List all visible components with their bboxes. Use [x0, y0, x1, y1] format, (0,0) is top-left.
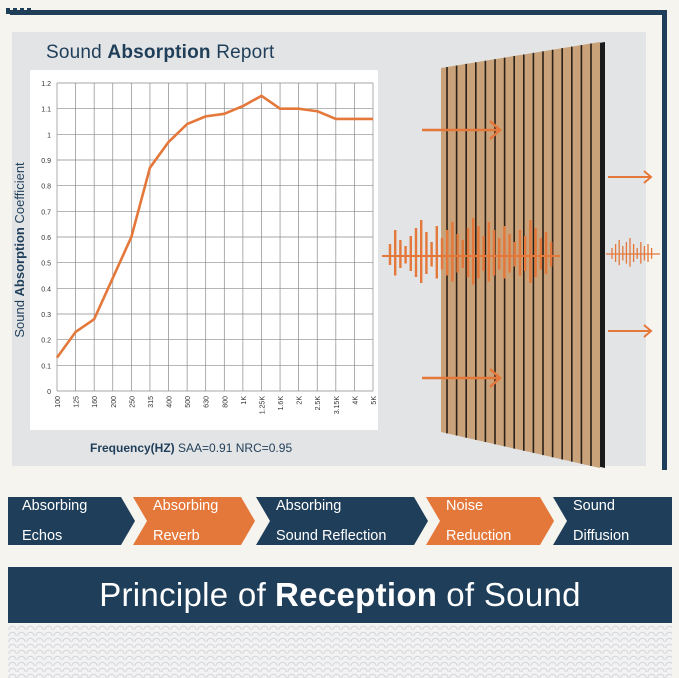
footer-banner: Principle of Reception of Sound	[8, 567, 672, 623]
x-tick-label: 4K	[352, 396, 359, 405]
sound-wave-icon	[606, 238, 660, 267]
arrow-right-icon	[422, 368, 502, 388]
saa-value: SAA=0.91	[178, 441, 233, 455]
x-tick-label: 160	[92, 396, 99, 408]
x-tick-label: 125	[74, 396, 81, 408]
step-noise-reduction: Noise Reduction	[426, 497, 554, 545]
x-tick-label: 500	[185, 396, 192, 408]
series-group	[55, 94, 374, 359]
y-tick-label: 0.7	[41, 209, 51, 216]
y-tick-label: 1	[47, 132, 51, 139]
top-frame	[10, 10, 667, 470]
x-tick-label: 3.15K	[334, 396, 341, 415]
x-tick-label: 100	[55, 396, 62, 408]
x-tick-label: 5K	[371, 396, 378, 405]
chart-area	[30, 70, 378, 430]
y-tick-label: 0.2	[41, 338, 51, 345]
arrow-right-icon	[422, 120, 502, 140]
x-tick-label: 630	[204, 396, 211, 408]
step-absorbing-sound-reflection: Absorbing Sound Reflection	[256, 497, 428, 545]
y-tick-label: 1.2	[41, 81, 51, 88]
y-tick-labels: 0 0.1 0.2 0.3 0.4 0.5 0.6 0.7 0.8 0.9 1 1.1 1.2	[41, 81, 51, 396]
x-tick-label: 315	[148, 396, 155, 408]
arrow-right-icon	[608, 170, 653, 184]
y-tick-label: 0.5	[41, 261, 51, 268]
y-tick-label: 0.4	[41, 286, 51, 293]
sound-wave-icon	[382, 218, 560, 285]
arrow-right-icon	[608, 324, 653, 338]
y-tick-label: 0.1	[41, 363, 51, 370]
x-tick-label: 800	[222, 396, 229, 408]
x-tick-label: 1.6K	[278, 396, 285, 411]
y-tick-label: 0.3	[41, 312, 51, 319]
y-tick-label: 0.6	[41, 235, 51, 242]
step-absorbing-echos: Absorbing Echos	[8, 497, 135, 545]
benefit-steps: Absorbing Echos Absorbing Reverb Absorbing…	[8, 497, 672, 545]
step-absorbing-reverb: Absorbing Reverb	[133, 497, 255, 545]
x-tick-labels: 100 125 160 200 250 315 400 500 630 800 1K 1.25K 1.6…	[55, 396, 378, 415]
absorption-chart: 00.10.20.30.40.50.60.70.80.911.11.2 100 1…	[12, 42, 660, 468]
y-tick-label: 0.9	[41, 158, 51, 165]
step-sound-diffusion: Sound Diffusion	[553, 497, 672, 545]
x-tick-label: 2K	[297, 396, 304, 405]
chart-grid	[56, 82, 374, 392]
x-tick-label: 400	[167, 396, 174, 408]
frequency-summary: Frequency(HZ) SAA=0.91 NRC=0.95	[90, 441, 292, 455]
nrc-value: NRC=0.95	[235, 441, 293, 455]
y-tick-label: 0	[47, 389, 51, 396]
frequency-label: Frequency(HZ)	[90, 441, 175, 455]
y-axis-label: Sound Absorption Coefficient	[12, 162, 27, 338]
corner-ticks	[6, 8, 32, 14]
x-tick-label: 1K	[241, 396, 248, 405]
x-tick-label: 200	[111, 396, 118, 408]
x-tick-label: 1.25K	[259, 396, 266, 415]
y-tick-label: 1.1	[41, 107, 51, 114]
x-tick-label: 250	[129, 396, 136, 408]
y-tick-label: 0.8	[41, 184, 51, 191]
series-line	[55, 94, 373, 359]
report-title: Sound Absorption Report	[46, 42, 275, 63]
x-tick-label: 2.5K	[315, 396, 322, 411]
decorative-pattern	[8, 624, 672, 678]
